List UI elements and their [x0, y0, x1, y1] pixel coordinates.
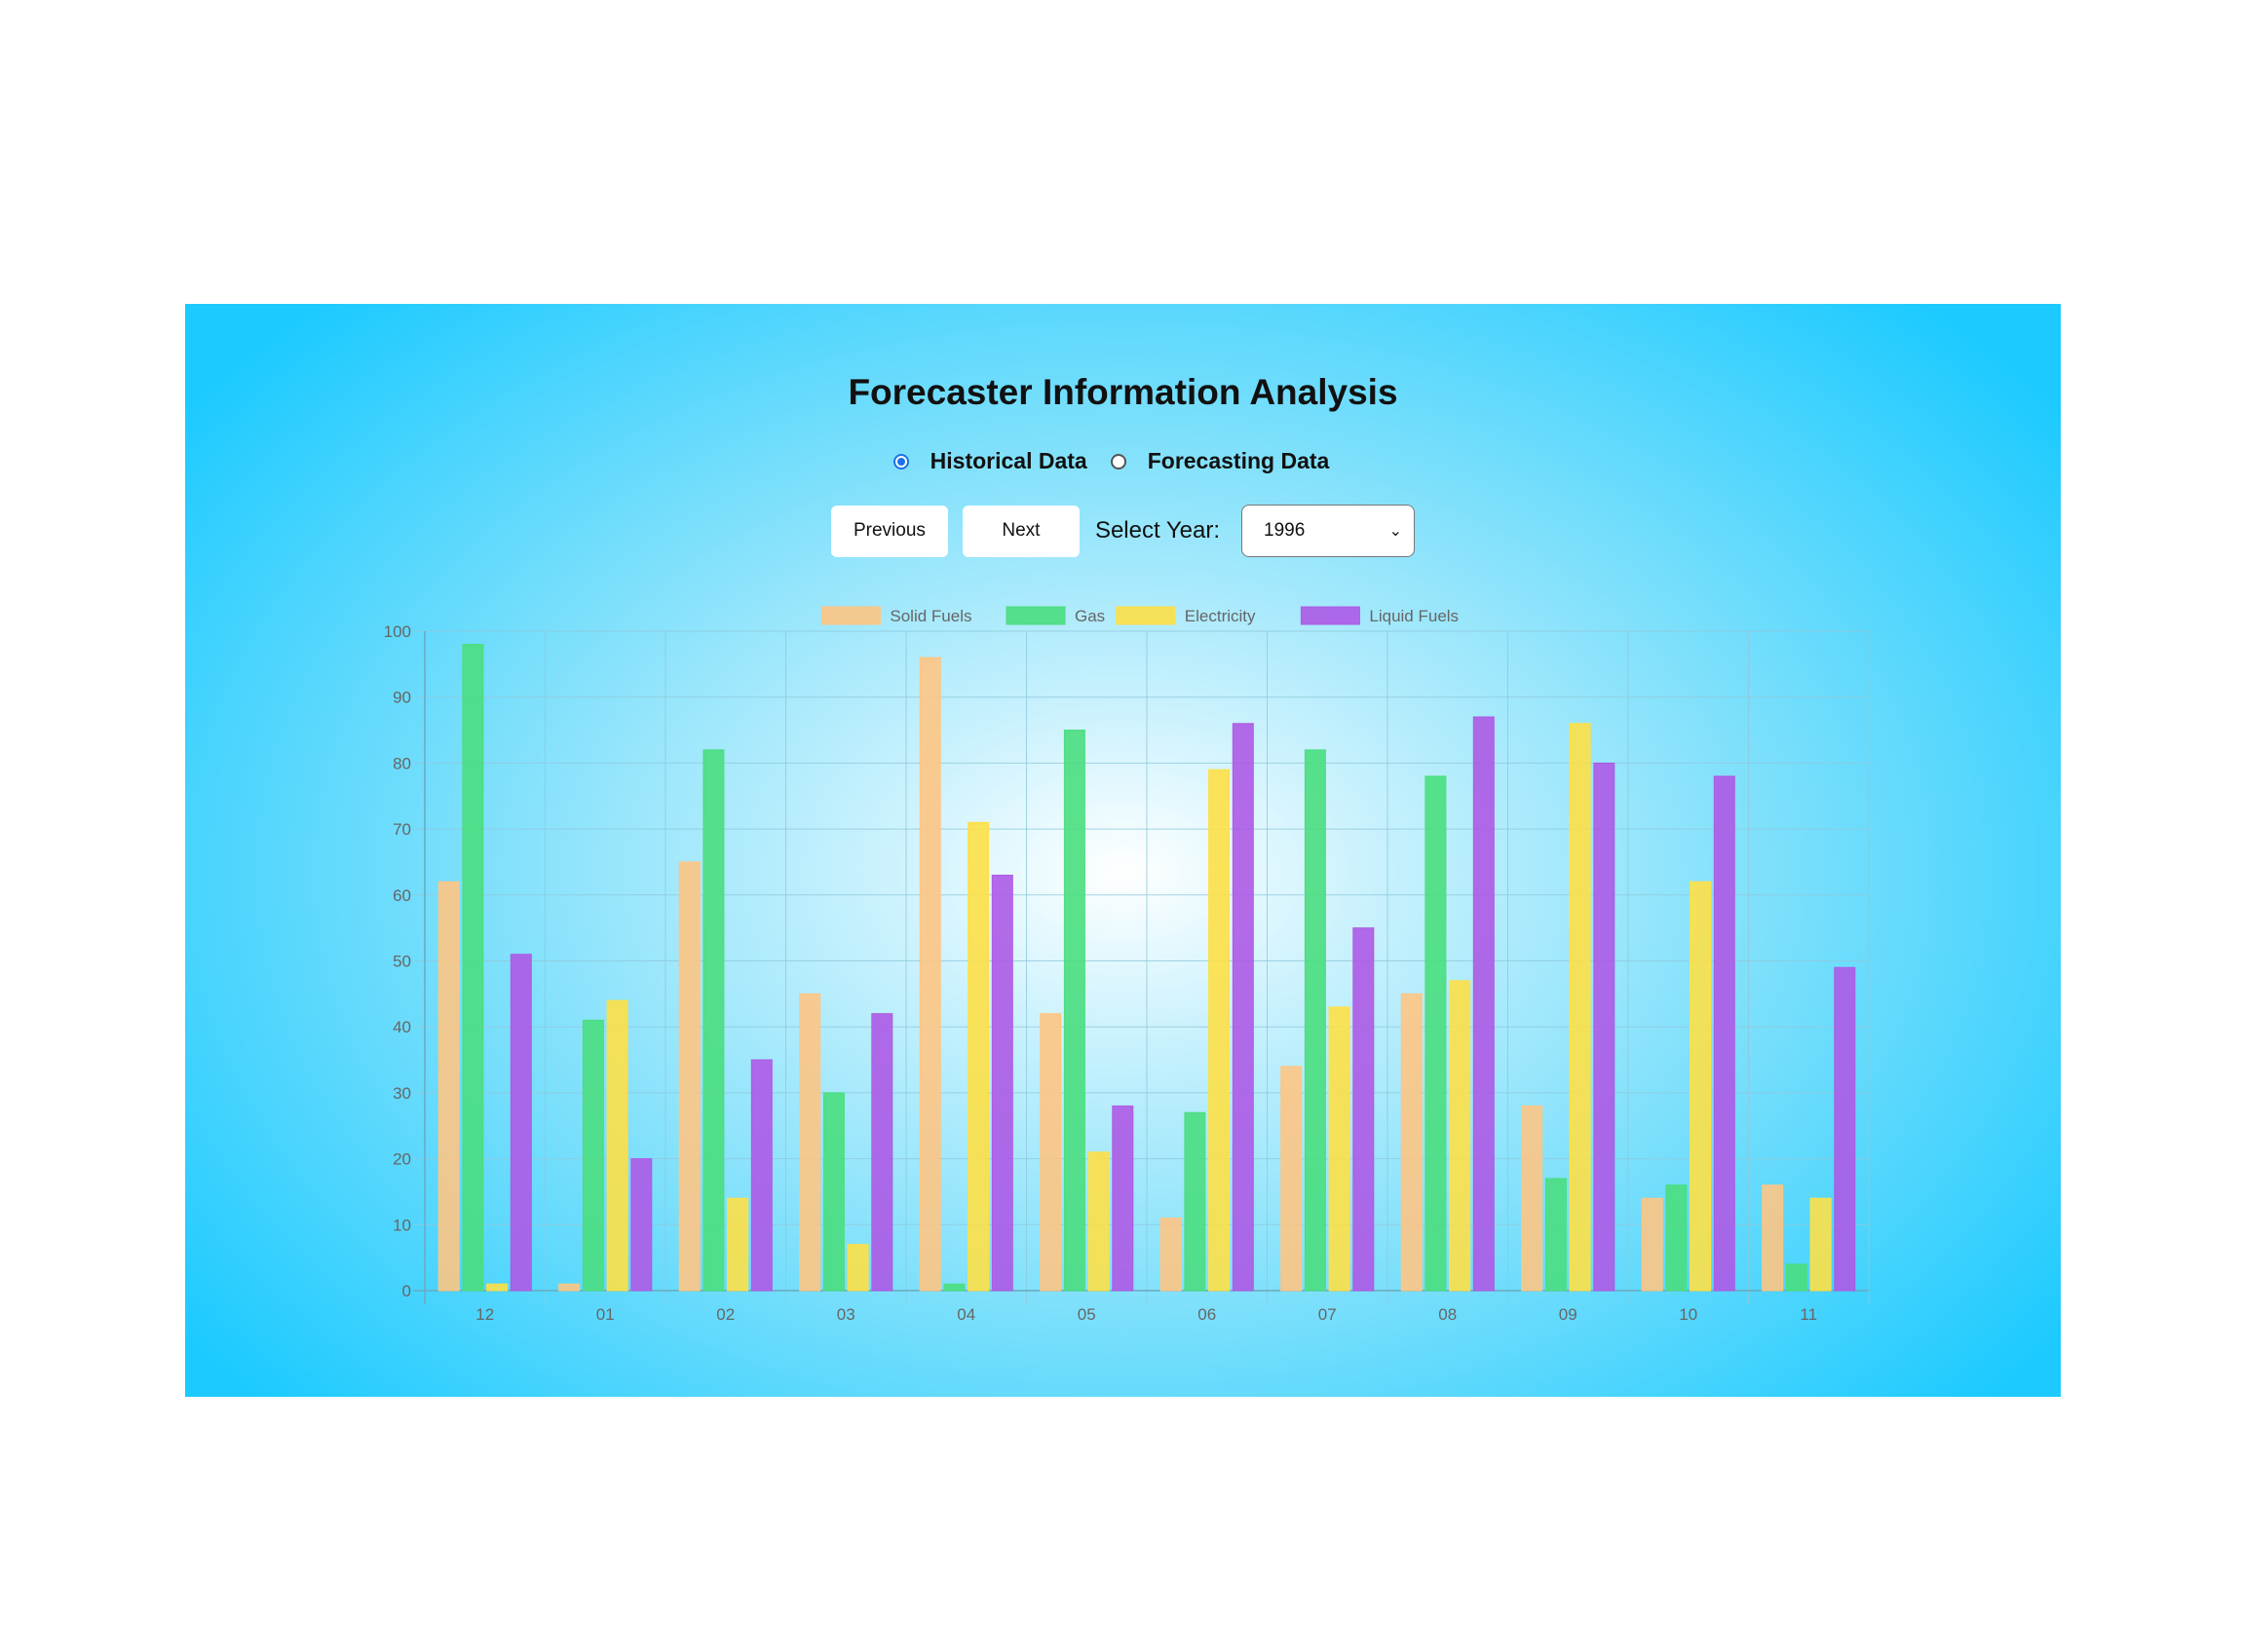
bar — [607, 1000, 627, 1291]
bar — [944, 1284, 965, 1291]
bar — [728, 1198, 748, 1291]
bar — [559, 1284, 580, 1291]
bar — [1714, 776, 1734, 1291]
legend-swatch — [1301, 607, 1359, 624]
x-tick-label: 07 — [1318, 1305, 1337, 1324]
bar — [703, 750, 724, 1291]
legend-label: Electricity — [1185, 607, 1256, 625]
bar — [583, 1020, 603, 1291]
bar — [511, 955, 531, 1291]
bar — [1281, 1067, 1302, 1291]
bar — [679, 862, 700, 1291]
x-tick-label: 05 — [1078, 1305, 1096, 1324]
legend-swatch — [1007, 607, 1065, 624]
bar — [487, 1284, 508, 1291]
bar — [463, 645, 483, 1291]
bar — [1041, 1014, 1061, 1291]
bar — [823, 1093, 844, 1291]
bar — [1305, 750, 1325, 1291]
legend-label: Gas — [1075, 607, 1105, 625]
bar — [1545, 1179, 1566, 1291]
bar — [1810, 1198, 1831, 1291]
x-tick-label: 09 — [1559, 1305, 1577, 1324]
bar — [1209, 770, 1230, 1291]
bar — [1786, 1264, 1806, 1291]
bar — [1160, 1219, 1181, 1291]
y-tick-label: 0 — [402, 1282, 411, 1300]
bar — [1666, 1185, 1687, 1291]
bar — [1088, 1152, 1109, 1291]
y-tick-label: 70 — [393, 820, 411, 839]
y-tick-label: 100 — [384, 622, 411, 641]
y-tick-label: 80 — [393, 754, 411, 772]
legend-swatch — [1117, 607, 1175, 624]
x-tick-label: 04 — [957, 1305, 975, 1324]
y-tick-label: 40 — [393, 1018, 411, 1036]
bar — [1401, 994, 1422, 1291]
x-tick-label: 10 — [1679, 1305, 1697, 1324]
x-tick-label: 01 — [596, 1305, 615, 1324]
bar — [872, 1014, 893, 1291]
bar — [1835, 967, 1855, 1291]
x-tick-label: 06 — [1197, 1305, 1216, 1324]
bar — [969, 822, 989, 1291]
bar — [1473, 717, 1494, 1291]
bar — [1522, 1106, 1542, 1291]
y-tick-label: 20 — [393, 1150, 411, 1169]
bar — [438, 882, 459, 1291]
bar — [1594, 763, 1614, 1291]
bar — [992, 875, 1012, 1291]
bar — [1233, 724, 1253, 1291]
bar — [1570, 724, 1590, 1291]
x-tick-label: 11 — [1800, 1305, 1817, 1324]
bar — [920, 657, 940, 1291]
legend-label: Liquid Fuels — [1369, 607, 1459, 625]
y-tick-label: 90 — [393, 689, 411, 707]
bar — [1450, 981, 1470, 1291]
bar — [800, 994, 820, 1291]
bar — [751, 1060, 772, 1291]
bar-chart: 0 10 20 30 40 50 60 70 80 90 100 12 01 02 03 04 05 06 07 08… — [185, 304, 2061, 1397]
bar — [1353, 928, 1374, 1291]
bar — [1185, 1112, 1205, 1291]
y-tick-label: 10 — [393, 1216, 411, 1234]
bar — [848, 1245, 868, 1291]
x-tick-label: 02 — [716, 1305, 735, 1324]
bar — [1425, 776, 1446, 1291]
bar — [1690, 882, 1711, 1291]
bar — [1329, 1007, 1349, 1291]
bar — [631, 1159, 652, 1291]
bar — [1763, 1185, 1783, 1291]
x-tick-label: 12 — [475, 1305, 494, 1324]
legend-swatch — [821, 607, 880, 624]
y-tick-label: 60 — [393, 886, 411, 905]
bar — [1642, 1198, 1662, 1291]
x-tick-label: 03 — [837, 1305, 855, 1324]
analysis-panel: Forecaster Information Analysis Historic… — [185, 304, 2061, 1397]
x-tick-label: 08 — [1438, 1305, 1457, 1324]
bar — [1064, 731, 1084, 1291]
bar — [1113, 1106, 1133, 1291]
y-tick-label: 30 — [393, 1084, 411, 1103]
y-tick-label: 50 — [393, 953, 411, 971]
legend-label: Solid Fuels — [890, 607, 971, 625]
